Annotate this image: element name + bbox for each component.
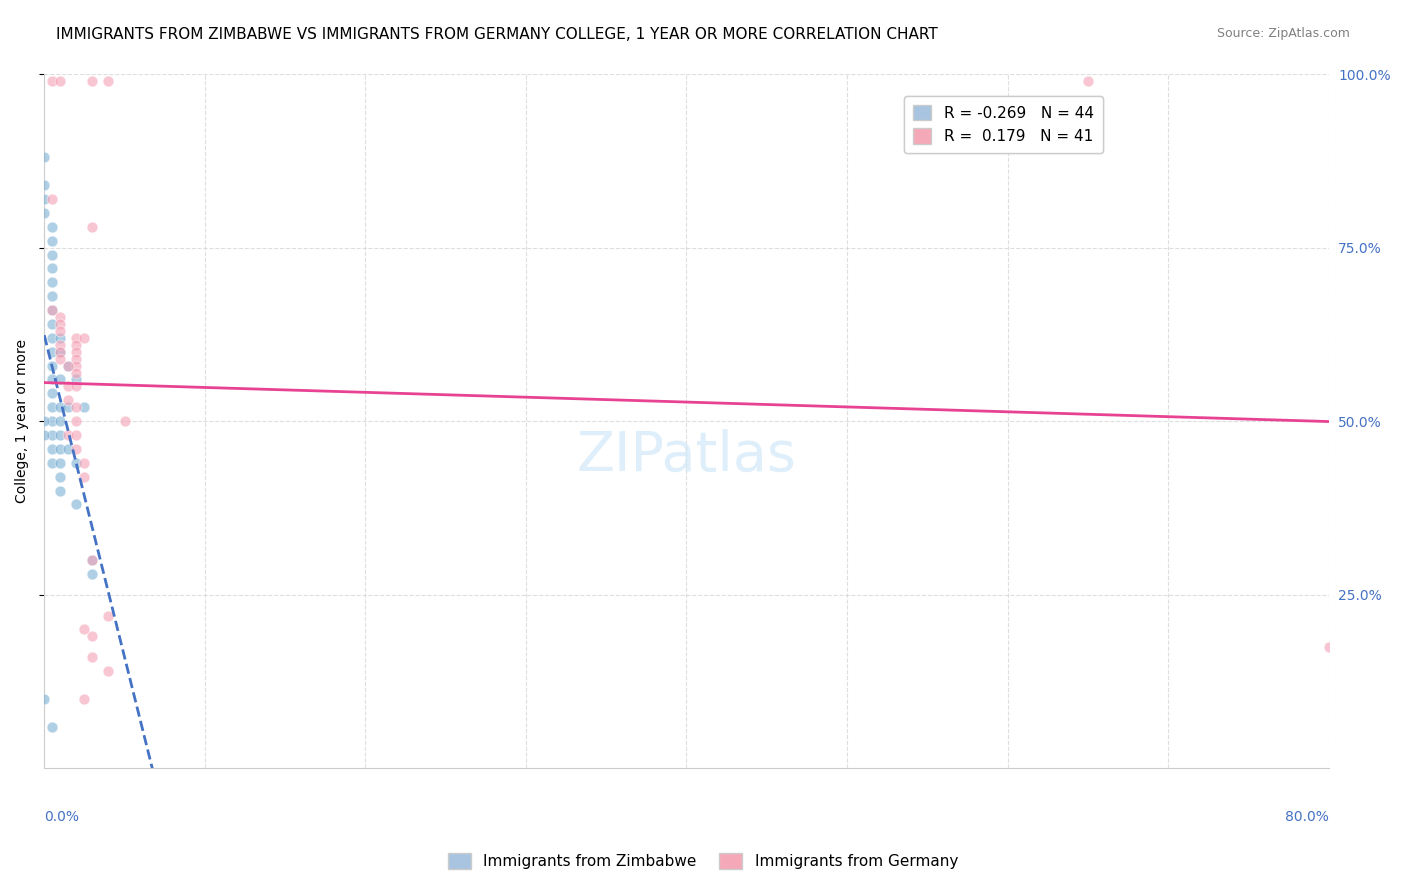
Point bbox=[65, 338, 87, 352]
Text: 80.0%: 80.0% bbox=[1285, 810, 1329, 824]
Point bbox=[41, 720, 63, 734]
Point bbox=[65, 428, 87, 442]
Point bbox=[73, 331, 96, 345]
Point bbox=[32, 428, 55, 442]
Point bbox=[49, 483, 72, 498]
Point bbox=[65, 359, 87, 373]
Text: IMMIGRANTS FROM ZIMBABWE VS IMMIGRANTS FROM GERMANY COLLEGE, 1 YEAR OR MORE CORR: IMMIGRANTS FROM ZIMBABWE VS IMMIGRANTS F… bbox=[56, 27, 938, 42]
Point bbox=[41, 247, 63, 261]
Point bbox=[58, 393, 80, 408]
Point bbox=[65, 414, 87, 428]
Point bbox=[41, 372, 63, 386]
Point bbox=[65, 366, 87, 380]
Text: 0.0%: 0.0% bbox=[44, 810, 79, 824]
Point bbox=[41, 414, 63, 428]
Point bbox=[49, 344, 72, 359]
Point bbox=[73, 401, 96, 415]
Point bbox=[58, 401, 80, 415]
Point bbox=[65, 379, 87, 393]
Point bbox=[65, 442, 87, 456]
Point bbox=[49, 428, 72, 442]
Point bbox=[82, 553, 104, 567]
Point bbox=[114, 414, 136, 428]
Point bbox=[65, 401, 87, 415]
Point bbox=[49, 74, 72, 88]
Point bbox=[97, 608, 120, 623]
Point bbox=[73, 469, 96, 483]
Point bbox=[82, 650, 104, 665]
Point bbox=[32, 206, 55, 220]
Point bbox=[49, 469, 72, 483]
Point bbox=[49, 331, 72, 345]
Point bbox=[82, 219, 104, 234]
Point bbox=[65, 351, 87, 366]
Point bbox=[49, 401, 72, 415]
Point bbox=[73, 623, 96, 637]
Point bbox=[58, 359, 80, 373]
Point bbox=[41, 74, 63, 88]
Point bbox=[41, 386, 63, 401]
Text: ZIPatlas: ZIPatlas bbox=[576, 429, 796, 483]
Point bbox=[1317, 640, 1340, 654]
Point bbox=[49, 338, 72, 352]
Point bbox=[41, 359, 63, 373]
Point bbox=[58, 379, 80, 393]
Legend: R = -0.269   N = 44, R =  0.179   N = 41: R = -0.269 N = 44, R = 0.179 N = 41 bbox=[904, 95, 1102, 153]
Point bbox=[41, 442, 63, 456]
Point bbox=[49, 372, 72, 386]
Point bbox=[32, 178, 55, 193]
Point bbox=[65, 372, 87, 386]
Point bbox=[41, 331, 63, 345]
Point bbox=[49, 324, 72, 338]
Point bbox=[65, 498, 87, 512]
Point bbox=[41, 289, 63, 303]
Point bbox=[41, 401, 63, 415]
Point bbox=[65, 456, 87, 470]
Point bbox=[58, 359, 80, 373]
Point bbox=[65, 331, 87, 345]
Point bbox=[41, 317, 63, 331]
Point bbox=[82, 74, 104, 88]
Point bbox=[49, 310, 72, 324]
Point bbox=[32, 192, 55, 206]
Point bbox=[41, 456, 63, 470]
Point bbox=[41, 303, 63, 318]
Point bbox=[41, 275, 63, 289]
Point bbox=[32, 414, 55, 428]
Point bbox=[41, 261, 63, 276]
Point bbox=[82, 629, 104, 643]
Point bbox=[41, 303, 63, 318]
Point bbox=[82, 566, 104, 581]
Point bbox=[73, 691, 96, 706]
Point bbox=[49, 351, 72, 366]
Point bbox=[1077, 74, 1099, 88]
Point bbox=[65, 344, 87, 359]
Point bbox=[41, 192, 63, 206]
Text: Source: ZipAtlas.com: Source: ZipAtlas.com bbox=[1216, 27, 1350, 40]
Point bbox=[32, 691, 55, 706]
Point bbox=[41, 428, 63, 442]
Point bbox=[73, 456, 96, 470]
Point bbox=[58, 442, 80, 456]
Point bbox=[97, 74, 120, 88]
Point bbox=[41, 344, 63, 359]
Point bbox=[41, 219, 63, 234]
Point bbox=[32, 150, 55, 164]
Legend: Immigrants from Zimbabwe, Immigrants from Germany: Immigrants from Zimbabwe, Immigrants fro… bbox=[441, 847, 965, 875]
Point bbox=[49, 344, 72, 359]
Y-axis label: College, 1 year or more: College, 1 year or more bbox=[15, 339, 30, 503]
Point bbox=[49, 317, 72, 331]
Point bbox=[82, 553, 104, 567]
Point bbox=[49, 442, 72, 456]
Point bbox=[49, 414, 72, 428]
Point bbox=[49, 456, 72, 470]
Point bbox=[41, 234, 63, 248]
Point bbox=[97, 664, 120, 678]
Point bbox=[58, 428, 80, 442]
